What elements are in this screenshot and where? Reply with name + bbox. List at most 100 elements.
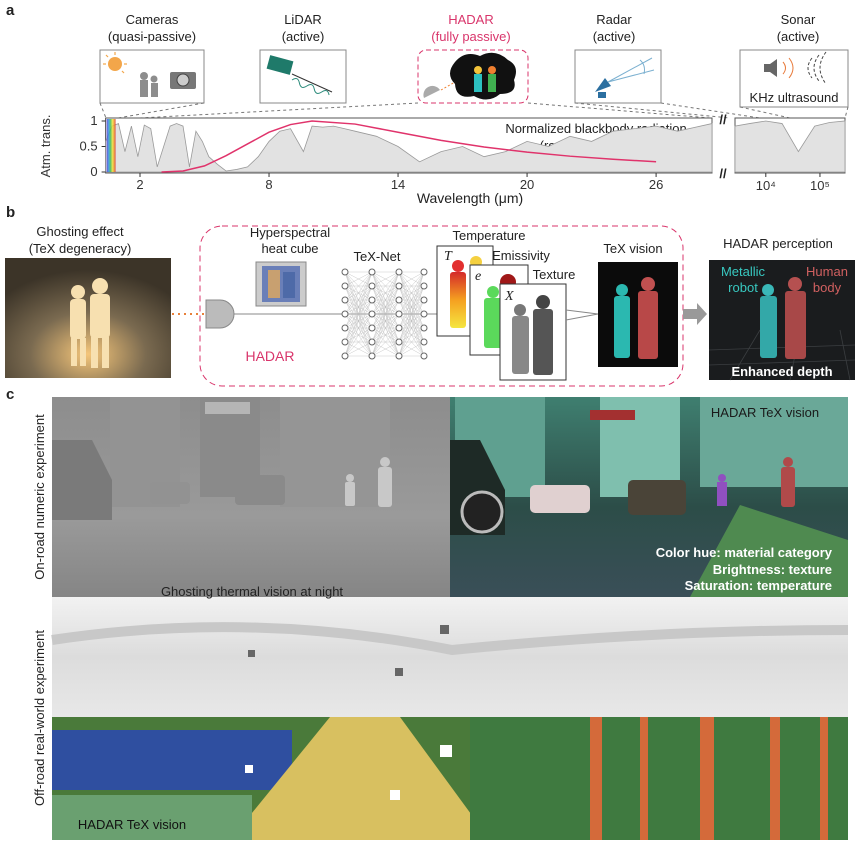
ghosting-title: Ghosting effect bbox=[36, 224, 124, 239]
network-node bbox=[420, 352, 428, 360]
cube-title: heat cube bbox=[261, 241, 318, 256]
network-node bbox=[341, 352, 349, 360]
x-tick-label: 10⁵ bbox=[810, 178, 830, 193]
panel-label: a bbox=[6, 2, 15, 19]
network-edge bbox=[344, 271, 373, 315]
network-edge bbox=[344, 271, 373, 329]
sensor-mode: (fully passive) bbox=[431, 29, 510, 44]
transmission-plot: Atm. trans. Wavelength (μm) Normalized b… bbox=[38, 112, 846, 206]
blackbody-curve bbox=[161, 120, 657, 173]
radar-icon bbox=[574, 49, 662, 104]
network-edge bbox=[398, 313, 425, 357]
network-edge bbox=[371, 271, 400, 315]
visible-band bbox=[106, 119, 116, 172]
network-edge bbox=[371, 271, 400, 301]
network-edge bbox=[344, 313, 373, 357]
y-tick-label: 1 bbox=[90, 113, 97, 128]
tex-offroad-image: HADAR TeX vision bbox=[52, 717, 848, 840]
tex-vision-image bbox=[598, 262, 678, 367]
image-caption: HADAR TeX vision bbox=[711, 405, 819, 420]
robot-label: robot bbox=[728, 280, 758, 295]
thermal-street-image bbox=[52, 397, 450, 597]
heat-cube bbox=[255, 261, 307, 307]
network-edge bbox=[398, 299, 425, 357]
network-edge bbox=[344, 299, 373, 357]
y-tick-label: 0 bbox=[90, 164, 97, 179]
network-node bbox=[341, 338, 349, 346]
network-node bbox=[395, 282, 403, 290]
network-edge bbox=[371, 341, 400, 357]
image-caption: HADAR TeX vision bbox=[78, 817, 186, 832]
perception-image: Metallic robot Human body Enhanced depth bbox=[708, 260, 856, 381]
network-node bbox=[395, 310, 403, 318]
sonar-icon: KHz ultrasound bbox=[739, 49, 849, 108]
network-node bbox=[368, 282, 376, 290]
sensor-name: Radar bbox=[596, 12, 632, 27]
network-edge bbox=[371, 299, 400, 357]
thermal-offroad-image bbox=[51, 597, 849, 717]
axis-break: // bbox=[719, 112, 727, 127]
sensor-titles: Cameras (quasi-passive) LiDAR (active) H… bbox=[108, 12, 819, 44]
x-tick-label: 8 bbox=[265, 177, 272, 192]
network-node bbox=[341, 268, 349, 276]
network-node bbox=[368, 310, 376, 318]
image-caption: Ghosting thermal vision at night bbox=[161, 584, 343, 599]
cube-title: Hyperspectral bbox=[250, 225, 330, 240]
network-node bbox=[341, 324, 349, 332]
camera-icon bbox=[99, 49, 205, 104]
transmission-area bbox=[734, 120, 846, 173]
tex-street-image: HADAR TeX vision Color hue: material cat… bbox=[450, 397, 848, 597]
network-edge bbox=[398, 327, 425, 357]
sensor-mode: (active) bbox=[777, 29, 820, 44]
sensor-mode: (active) bbox=[282, 29, 325, 44]
axis-break: // bbox=[719, 166, 727, 181]
panel-label: c bbox=[6, 386, 14, 403]
network-edge bbox=[398, 271, 425, 329]
network-edge bbox=[371, 327, 400, 357]
texture-map: X bbox=[499, 283, 567, 381]
network-node bbox=[368, 268, 376, 276]
map-title: Texture bbox=[533, 267, 576, 282]
network-node bbox=[395, 352, 403, 360]
network-edge bbox=[398, 271, 425, 287]
x-tick-label: 14 bbox=[391, 177, 405, 192]
network-node bbox=[368, 296, 376, 304]
legend-line: Saturation: temperature bbox=[685, 578, 832, 593]
zoom-lines bbox=[99, 102, 849, 119]
human-label: body bbox=[813, 280, 842, 295]
network-node bbox=[420, 324, 428, 332]
network-edge bbox=[398, 285, 425, 357]
network-edge bbox=[344, 271, 373, 343]
network-node bbox=[420, 268, 428, 276]
map-symbol: X bbox=[504, 289, 514, 304]
network-edge bbox=[344, 341, 373, 357]
network-title: TeX-Net bbox=[354, 249, 401, 264]
arrow bbox=[683, 303, 707, 325]
network-edge bbox=[398, 271, 425, 343]
map-symbol: e bbox=[475, 269, 481, 284]
network-node bbox=[368, 324, 376, 332]
vision-title: TeX vision bbox=[603, 241, 662, 256]
network-edge bbox=[398, 271, 425, 315]
legend-line: Brightness: texture bbox=[713, 562, 832, 577]
network-node bbox=[395, 268, 403, 276]
network-edge bbox=[371, 313, 400, 357]
sensor-name: Cameras bbox=[126, 12, 179, 27]
network-edge bbox=[371, 271, 400, 287]
robot-label: Metallic bbox=[721, 264, 766, 279]
network-node bbox=[395, 324, 403, 332]
sonar-caption: KHz ultrasound bbox=[750, 90, 839, 105]
sensor-mode: (active) bbox=[593, 29, 636, 44]
network-edge bbox=[344, 327, 373, 357]
network-node bbox=[395, 296, 403, 304]
network-node bbox=[368, 338, 376, 346]
row-label: Off-road real-world experiment bbox=[32, 630, 47, 806]
network-node bbox=[420, 296, 428, 304]
network-edge bbox=[344, 271, 373, 301]
x-tick-label: 26 bbox=[649, 177, 663, 192]
network-edge bbox=[398, 271, 425, 301]
merge-lines bbox=[565, 309, 599, 321]
network-edge bbox=[371, 271, 400, 357]
